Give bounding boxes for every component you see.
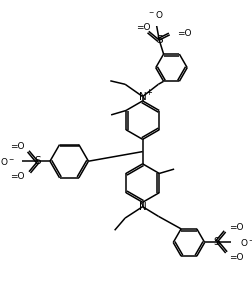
Text: =O: =O [228,223,243,232]
Text: =O: =O [176,29,191,38]
Text: S: S [155,35,162,45]
Text: =O: =O [228,253,243,262]
Text: S: S [34,156,41,166]
Text: S: S [213,238,219,247]
Text: $\mathregular{O^-}$: $\mathregular{O^-}$ [239,237,252,248]
Text: $^-$O: $^-$O [147,9,163,20]
Text: N: N [138,92,146,102]
Text: =O: =O [136,23,150,32]
Text: +: + [145,88,152,97]
Text: =O: =O [10,142,24,151]
Text: =O: =O [10,172,24,181]
Text: $\mathregular{O^-}$: $\mathregular{O^-}$ [0,156,15,167]
Text: N: N [138,202,146,212]
